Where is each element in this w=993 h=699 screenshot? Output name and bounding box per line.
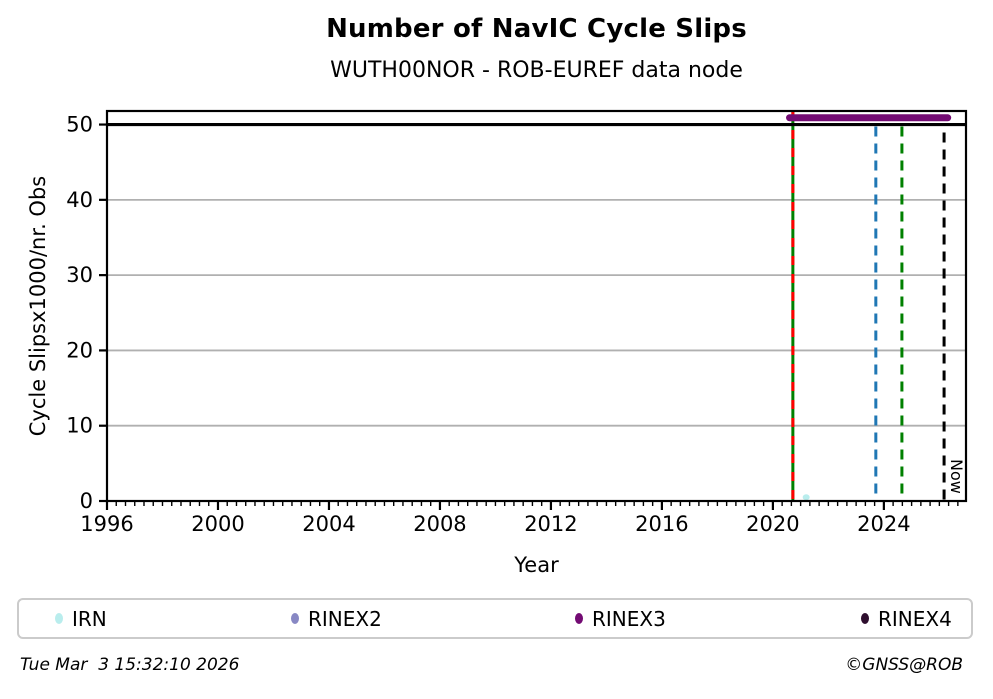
plot-generated-timestamp: Tue Mar 3 15:32:10 2026: [20, 655, 240, 675]
x-tick-label: 2012: [524, 512, 577, 536]
series-irn-point: [802, 494, 810, 501]
legend-item-rinex4: RINEX4: [861, 600, 952, 637]
chart-subtitle: WUTH00NOR - ROB-EUREF data node: [330, 58, 743, 83]
legend-marker-rinex3: [575, 613, 583, 624]
y-tick-label: 0: [80, 489, 93, 513]
x-tick-label: 2024: [857, 512, 910, 536]
x-tick-label: 2000: [191, 512, 244, 536]
plot-frame: [105, 109, 968, 503]
x-tick-label: 2004: [302, 512, 355, 536]
now-marker-label: Now: [947, 459, 966, 494]
y-tick-label: 40: [66, 188, 93, 212]
x-axis-label: Year: [514, 553, 559, 577]
legend-marker-irn: [55, 613, 63, 624]
legend-marker-rinex4: [861, 613, 869, 624]
y-tick-label: 50: [66, 113, 93, 137]
legend-item-irn: IRN: [55, 600, 107, 637]
legend-label: RINEX2: [308, 606, 382, 631]
y-tick-label: 10: [66, 414, 93, 438]
chart-title: Number of NavIC Cycle Slips: [326, 14, 747, 44]
x-tick-label: 2020: [746, 512, 799, 536]
x-tick-label: 1996: [80, 512, 133, 536]
y-tick-label: 30: [66, 263, 93, 287]
y-axis-label: Cycle Slipsx1000/nr. Obs: [26, 175, 50, 437]
legend-marker-rinex2: [291, 613, 299, 624]
y-tick-label: 20: [66, 338, 93, 362]
legend-label: IRN: [72, 606, 107, 631]
legend-label: RINEX4: [878, 606, 952, 631]
legend-label: RINEX3: [592, 606, 666, 631]
x-tick-label: 2008: [413, 512, 466, 536]
copyright-label: ©GNSS@ROB: [845, 655, 963, 675]
legend-item-rinex3: RINEX3: [575, 600, 666, 637]
x-tick-label: 2016: [635, 512, 688, 536]
legend: IRN RINEX2 RINEX3 RINEX4: [17, 598, 973, 639]
legend-item-rinex2: RINEX2: [291, 600, 382, 637]
